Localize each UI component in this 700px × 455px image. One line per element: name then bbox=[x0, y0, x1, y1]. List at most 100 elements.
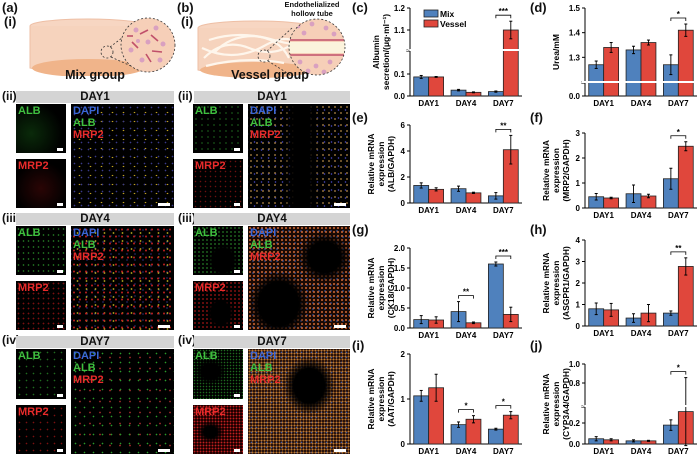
mix-row1-sub-label: (ii) bbox=[2, 89, 17, 103]
y-tick-label: 1 bbox=[576, 179, 581, 188]
vessel-day4-mrp2-image: MRP2 bbox=[193, 281, 243, 330]
panel-a-label: (a) bbox=[2, 0, 18, 15]
dapi-channel-label: DAPI bbox=[73, 350, 100, 362]
y-tick-label: 2.0 bbox=[394, 244, 406, 253]
svg-text:DAY4: DAY4 bbox=[631, 329, 652, 338]
y-tick-label: 0.2 bbox=[569, 419, 581, 428]
mrp2-channel-label: MRP2 bbox=[18, 160, 49, 172]
mrp2-channel-label: MRP2 bbox=[73, 129, 104, 141]
scale-bar bbox=[57, 148, 63, 151]
svg-text:DAY4: DAY4 bbox=[456, 206, 477, 215]
svg-text:**: ** bbox=[463, 288, 470, 297]
mix-row1-day-band: DAY1 bbox=[16, 91, 174, 103]
svg-text:*: * bbox=[502, 398, 506, 407]
y-tick-label: 1.2 bbox=[394, 4, 406, 13]
scale-bar bbox=[334, 203, 346, 206]
panel-b-label: (b) bbox=[177, 0, 194, 15]
vessel-day4-merge-image: DAPI ALB MRP2 bbox=[248, 226, 350, 330]
mix-cell-callout bbox=[120, 17, 176, 73]
scale-bar bbox=[334, 449, 346, 452]
alb-channel-label: ALB bbox=[73, 362, 96, 374]
y-tick-label: 0.0 bbox=[394, 92, 406, 101]
svg-text:DAY1: DAY1 bbox=[593, 329, 614, 338]
alb-channel-label: ALB bbox=[195, 350, 218, 362]
y-tick-label: 1 bbox=[401, 395, 406, 404]
svg-text:Relative mRNA: Relative mRNA bbox=[366, 134, 376, 195]
panel-label-c: (c) bbox=[352, 0, 368, 15]
svg-text:(ALB/GAPDH): (ALB/GAPDH) bbox=[386, 136, 396, 192]
scale-bar bbox=[57, 449, 63, 452]
mix-day1-alb-image: ALB bbox=[16, 104, 66, 153]
svg-text:DAY7: DAY7 bbox=[493, 99, 514, 108]
mix-row2-day-band: DAY4 bbox=[16, 213, 174, 225]
vessel-day7-merge-image: DAPI ALB MRP2 bbox=[248, 349, 350, 454]
y-tick-label: 0 bbox=[576, 204, 581, 213]
mix-day4-alb-image: ALB bbox=[16, 226, 66, 275]
scale-bar bbox=[234, 325, 240, 328]
svg-text:Relative mRNA: Relative mRNA bbox=[541, 140, 551, 201]
svg-text:DAY4: DAY4 bbox=[456, 99, 477, 108]
y-tick-label: 1 bbox=[576, 301, 581, 310]
panel-label-f: (f) bbox=[530, 110, 543, 125]
svg-text:*: * bbox=[464, 402, 468, 411]
vessel-day1-mrp2-image: MRP2 bbox=[193, 159, 243, 208]
y-tick-label: 2 bbox=[576, 279, 581, 288]
alb-channel-label: ALB bbox=[195, 227, 218, 239]
alb-channel-label: ALB bbox=[73, 239, 96, 251]
vessel-row2-day-band: DAY4 bbox=[194, 213, 350, 225]
mix-day4-merge-image: DAPI ALB MRP2 bbox=[71, 226, 174, 330]
svg-text:(CYP3A4/GAPDH): (CYP3A4/GAPDH) bbox=[561, 368, 571, 440]
panel-label-j: (j) bbox=[530, 338, 543, 353]
svg-text:≈: ≈ bbox=[581, 404, 585, 411]
svg-text:DAY7: DAY7 bbox=[493, 206, 514, 215]
svg-text:*: * bbox=[677, 10, 681, 19]
svg-text:**: ** bbox=[675, 244, 682, 253]
mix-row2-sub-label: (iii) bbox=[2, 211, 20, 225]
y-tick-label: 0 bbox=[576, 322, 581, 331]
svg-text:DAY1: DAY1 bbox=[418, 331, 439, 340]
y-tick-label: 6 bbox=[401, 121, 406, 130]
vessel-day1-merge-image: DAPI ALB MRP2 bbox=[248, 104, 350, 208]
y-tick-label: 0.0 bbox=[394, 324, 406, 333]
dapi-channel-label: DAPI bbox=[250, 350, 277, 362]
scale-bar bbox=[57, 270, 63, 273]
y-tick-label: 1.0 bbox=[569, 360, 581, 369]
mrp2-channel-label: MRP2 bbox=[195, 282, 226, 294]
svg-text:***: *** bbox=[499, 248, 509, 257]
scale-bar bbox=[234, 203, 240, 206]
svg-text:expression: expression bbox=[551, 261, 561, 306]
alb-channel-label: ALB bbox=[18, 105, 41, 117]
mix-day7-alb-image: ALB bbox=[16, 349, 66, 399]
svg-text:*: * bbox=[677, 128, 681, 137]
panel-label-h: (h) bbox=[530, 222, 547, 237]
vessel-day4-alb-image: ALB bbox=[193, 226, 243, 275]
svg-text:DAY4: DAY4 bbox=[631, 447, 652, 455]
mix-group-caption: Mix group bbox=[65, 68, 125, 82]
svg-text:expression: expression bbox=[551, 382, 561, 427]
svg-text:(MRP2/GAPDH): (MRP2/GAPDH) bbox=[561, 139, 571, 202]
alb-channel-label: ALB bbox=[195, 105, 218, 117]
mix-day1-mrp2-image: MRP2 bbox=[16, 159, 66, 208]
alb-channel-label: ALB bbox=[250, 362, 273, 374]
mix-row3-sub-label: (iv) bbox=[2, 333, 20, 347]
svg-text:Mix: Mix bbox=[440, 9, 454, 19]
svg-text:Relative mRNA: Relative mRNA bbox=[541, 253, 551, 314]
svg-text:**: ** bbox=[500, 121, 507, 130]
mix-row3-day-band: DAY7 bbox=[16, 336, 174, 348]
svg-text:(CK18/GAPDH): (CK18/GAPDH) bbox=[386, 258, 396, 319]
svg-text:(ASGPR1/GAPDH): (ASGPR1/GAPDH) bbox=[561, 246, 571, 320]
svg-text:DAY1: DAY1 bbox=[418, 206, 439, 215]
svg-text:DAY1: DAY1 bbox=[593, 99, 614, 108]
y-tick-label: 4 bbox=[401, 147, 406, 156]
panel-label-e: (e) bbox=[352, 110, 368, 125]
svg-text:Relative mRNA: Relative mRNA bbox=[366, 369, 376, 430]
svg-text:DAY1: DAY1 bbox=[593, 211, 614, 220]
svg-text:DAY1: DAY1 bbox=[418, 99, 439, 108]
svg-text:DAY7: DAY7 bbox=[668, 447, 689, 455]
y-tick-label: 0.0 bbox=[569, 440, 581, 449]
svg-text:expression: expression bbox=[376, 142, 386, 187]
y-tick-label: 2 bbox=[401, 350, 406, 359]
mix-day1-merge-image: DAPI ALB MRP2 bbox=[71, 104, 174, 208]
